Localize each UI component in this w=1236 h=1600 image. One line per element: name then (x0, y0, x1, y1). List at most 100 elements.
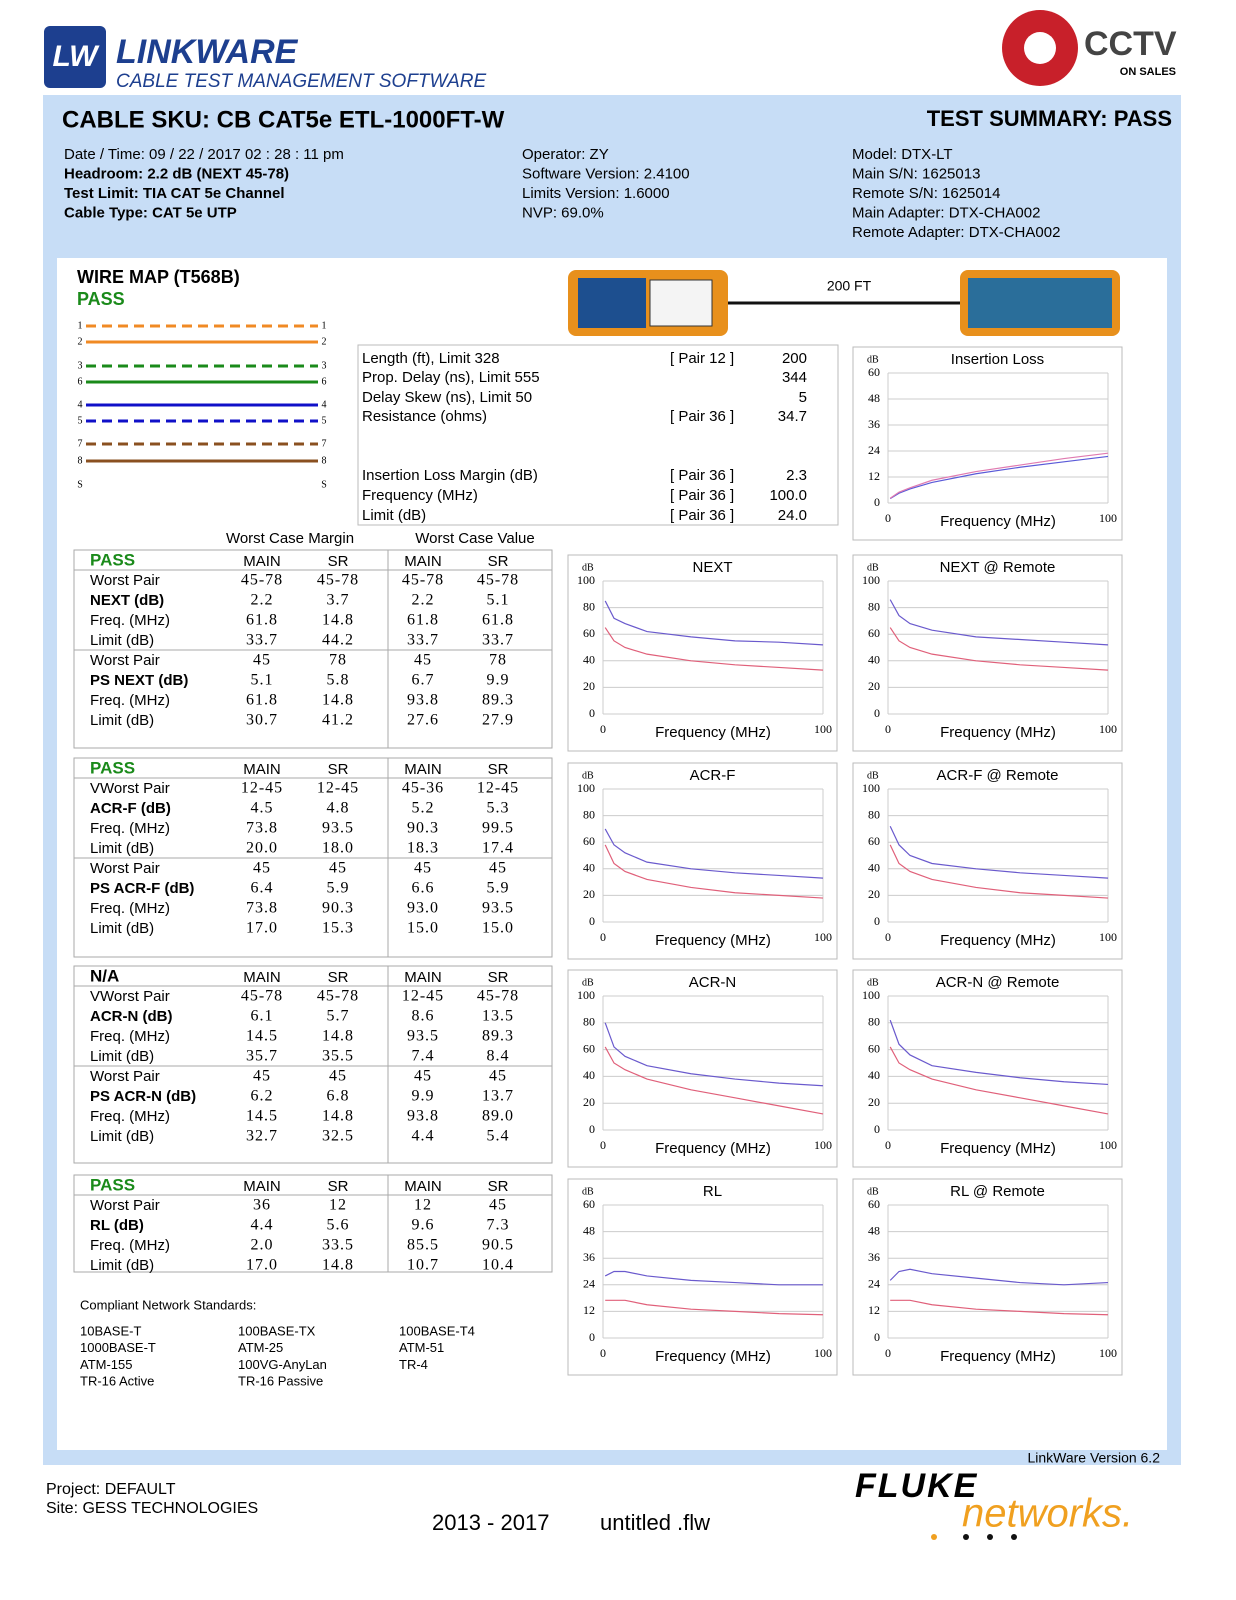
row-value: 93.5 (407, 1028, 439, 1045)
x-tick-label: 0 (600, 1138, 606, 1152)
row-value: 61.8 (246, 612, 278, 629)
y-tick-label: 80 (868, 807, 880, 821)
row-value: 17.0 (246, 1257, 278, 1274)
row-value: 2.2 (251, 592, 274, 609)
column-header: MAIN (404, 553, 442, 570)
row-value: 73.8 (246, 900, 278, 917)
row-value: 61.8 (407, 612, 439, 629)
graph-xlabel: Frequency (MHz) (940, 513, 1056, 530)
row-value: 45 (489, 860, 507, 877)
measurement-box (357, 344, 839, 526)
logo-title: LINKWARE (116, 33, 299, 71)
graph-line (889, 1268, 1109, 1286)
row-value: 41.2 (322, 712, 354, 729)
pin-right: 6 (322, 376, 327, 387)
y-tick-label: 80 (868, 599, 880, 613)
graph-line (604, 1270, 823, 1286)
graph-ylabel: dB (867, 1186, 879, 1197)
graph-xlabel: Frequency (MHz) (655, 1140, 771, 1157)
column-header: MAIN (243, 761, 281, 778)
row-value: 45 (414, 860, 432, 877)
graph-line (889, 599, 1109, 646)
y-tick-label: 12 (868, 1303, 880, 1317)
row-value: 9.9 (487, 672, 510, 689)
graph-xlabel: Frequency (MHz) (655, 724, 771, 741)
y-tick-label: 12 (868, 469, 880, 483)
row-value: 2.0 (251, 1237, 274, 1254)
x-tick-label: 100 (814, 1346, 832, 1360)
graph-ylabel: dB (582, 562, 594, 573)
graph-line (604, 828, 824, 879)
column-header: SR (488, 969, 509, 986)
row-value: 7.3 (487, 1217, 510, 1234)
row-value: 45-78 (241, 988, 283, 1005)
row-value: 6.4 (251, 880, 274, 897)
graph-line (889, 825, 1109, 879)
graph-frame (567, 762, 838, 960)
row-value: 8.6 (412, 1008, 435, 1025)
wire-map-status: PASS (77, 289, 125, 309)
standard: 100VG-AnyLan (238, 1357, 327, 1372)
measurement-value: 24.0 (778, 507, 807, 524)
y-tick-label: 80 (583, 1015, 595, 1029)
brand-logo-core (1024, 32, 1056, 64)
y-tick-label: 100 (862, 573, 880, 587)
y-tick-label: 100 (577, 781, 595, 795)
column-header: SR (328, 553, 349, 570)
row-value: 6.7 (412, 672, 435, 689)
standard: ATM-51 (399, 1340, 444, 1355)
row-value: 17.0 (246, 920, 278, 937)
test-summary: TEST SUMMARY: PASS (927, 106, 1172, 131)
y-tick-label: 36 (583, 1250, 595, 1264)
row-value: 45-78 (477, 572, 519, 589)
row-label: Freq. (MHz) (90, 1237, 170, 1254)
graph-frame (567, 969, 838, 1168)
row-value: 45-36 (402, 780, 444, 797)
row-label: Limit (dB) (90, 840, 154, 857)
pin-left: S (77, 479, 83, 490)
measurement-pair: [ Pair 36 ] (670, 507, 734, 524)
row-label: VWorst Pair (90, 780, 170, 797)
graph-title: NEXT @ Remote (940, 559, 1056, 576)
row-value: 61.8 (482, 612, 514, 629)
graph-title: NEXT (692, 559, 732, 576)
row-value: 5.4 (487, 1128, 510, 1145)
standard: ATM-155 (80, 1357, 133, 1372)
graph-line (889, 1046, 1109, 1115)
standard: 1000BASE-T (80, 1340, 156, 1355)
row-value: 13.5 (482, 1008, 514, 1025)
y-tick-label: 48 (583, 1223, 595, 1237)
row-value: 13.7 (482, 1088, 514, 1105)
info-line: Operator: ZY (522, 146, 609, 163)
pin-right: 4 (322, 399, 327, 410)
y-tick-label: 0 (874, 1122, 880, 1136)
y-tick-label: 0 (874, 914, 880, 928)
graph-frame (852, 762, 1123, 960)
logo-dot (931, 1534, 937, 1540)
y-tick-label: 100 (577, 573, 595, 587)
row-label: PS NEXT (dB) (90, 672, 188, 689)
graph-xlabel: Frequency (MHz) (655, 1348, 771, 1365)
measurement-pair: [ Pair 36 ] (670, 408, 734, 425)
graph-frame (852, 969, 1123, 1168)
row-value: 45 (253, 1068, 271, 1085)
row-label: Freq. (MHz) (90, 1108, 170, 1125)
file-name: untitled .flw (600, 1510, 710, 1535)
measurement-value: 344 (782, 369, 807, 386)
row-value: 78 (329, 652, 347, 669)
graph-ylabel: dB (867, 770, 879, 781)
standard: 100BASE-TX (238, 1323, 316, 1338)
x-tick-label: 100 (1099, 1138, 1117, 1152)
column-header: MAIN (404, 969, 442, 986)
row-value: 32.5 (322, 1128, 354, 1145)
graph-line (604, 600, 824, 646)
y-tick-label: 80 (583, 807, 595, 821)
row-value: 6.2 (251, 1088, 274, 1105)
info-line: Model: DTX-LT (852, 146, 953, 163)
y-tick-label: 60 (868, 626, 880, 640)
y-tick-label: 60 (583, 1197, 595, 1211)
row-label: Worst Pair (90, 572, 160, 589)
row-value: 5.1 (251, 672, 274, 689)
row-value: 93.0 (407, 900, 439, 917)
